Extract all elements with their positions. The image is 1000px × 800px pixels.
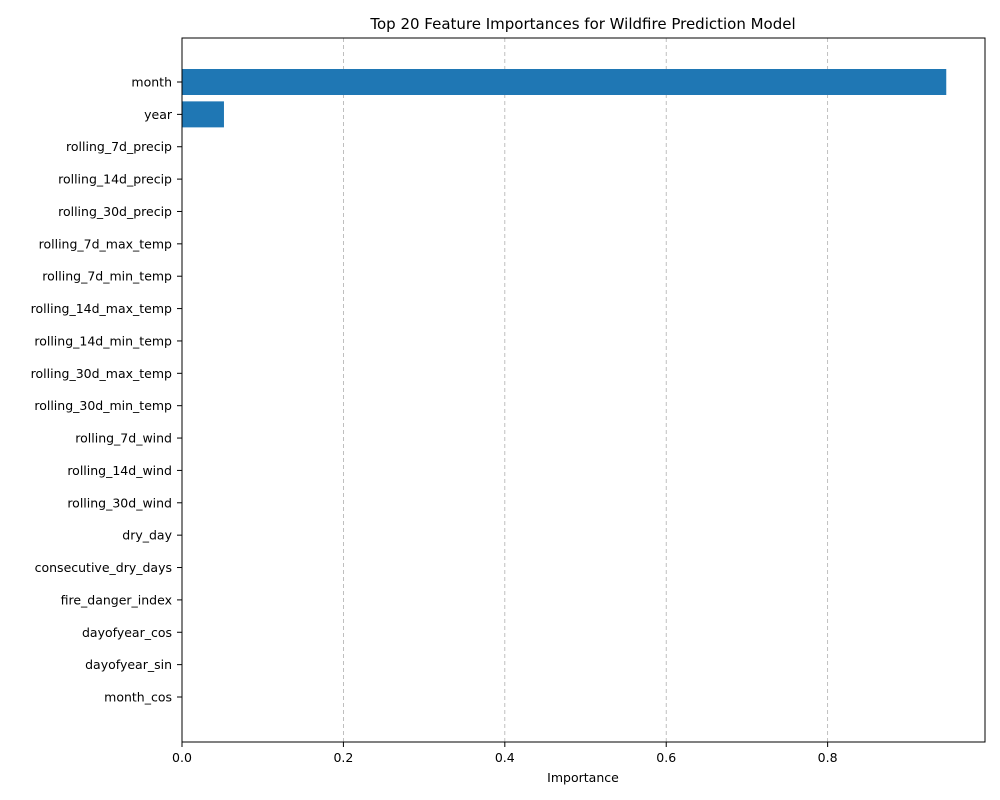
y-axis-ticks: month year rolling_7d_precip rolling_14d_pr… bbox=[31, 75, 182, 705]
y-tick-label: rolling_30d_max_temp bbox=[31, 366, 172, 381]
plot-area-frame bbox=[181, 37, 986, 743]
bar-month bbox=[182, 69, 947, 95]
x-tick-label: 0.6 bbox=[656, 750, 676, 765]
x-axis-ticks: 0.0 0.2 0.4 0.6 0.8 bbox=[172, 742, 838, 765]
y-tick-label: rolling_14d_wind bbox=[67, 463, 172, 478]
y-tick-label: rolling_30d_precip bbox=[58, 204, 172, 219]
y-tick-label: month bbox=[131, 75, 172, 90]
x-tick-label: 0.8 bbox=[818, 750, 838, 765]
y-tick-label: fire_danger_index bbox=[61, 592, 172, 607]
y-tick-label: rolling_7d_max_temp bbox=[39, 236, 172, 251]
bars bbox=[182, 69, 947, 128]
y-tick-label: dry_day bbox=[122, 528, 172, 543]
y-tick-label: consecutive_dry_days bbox=[35, 560, 172, 575]
y-tick-label: dayofyear_cos bbox=[82, 625, 172, 640]
x-axis-label: Importance bbox=[547, 770, 619, 785]
y-tick-label: rolling_14d_min_temp bbox=[34, 333, 172, 348]
y-tick-label: rolling_7d_min_temp bbox=[42, 269, 172, 284]
y-tick-label: rolling_7d_precip bbox=[66, 139, 172, 154]
y-tick-label: year bbox=[144, 107, 173, 122]
x-tick-label: 0.4 bbox=[495, 750, 515, 765]
x-tick-label: 0.2 bbox=[333, 750, 353, 765]
chart-title: Top 20 Feature Importances for Wildfire … bbox=[369, 15, 795, 33]
y-tick-label: rolling_30d_wind bbox=[67, 495, 172, 510]
bar-year bbox=[182, 101, 224, 128]
grid-lines bbox=[343, 38, 829, 742]
x-tick-label: 0.0 bbox=[172, 750, 192, 765]
y-tick-label: rolling_14d_max_temp bbox=[31, 301, 172, 316]
y-tick-label: month_cos bbox=[104, 690, 172, 705]
y-tick-label: rolling_14d_precip bbox=[58, 172, 172, 187]
y-tick-label: dayofyear_sin bbox=[85, 657, 172, 672]
y-tick-label: rolling_30d_min_temp bbox=[34, 398, 172, 413]
y-tick-label: rolling_7d_wind bbox=[75, 431, 172, 446]
